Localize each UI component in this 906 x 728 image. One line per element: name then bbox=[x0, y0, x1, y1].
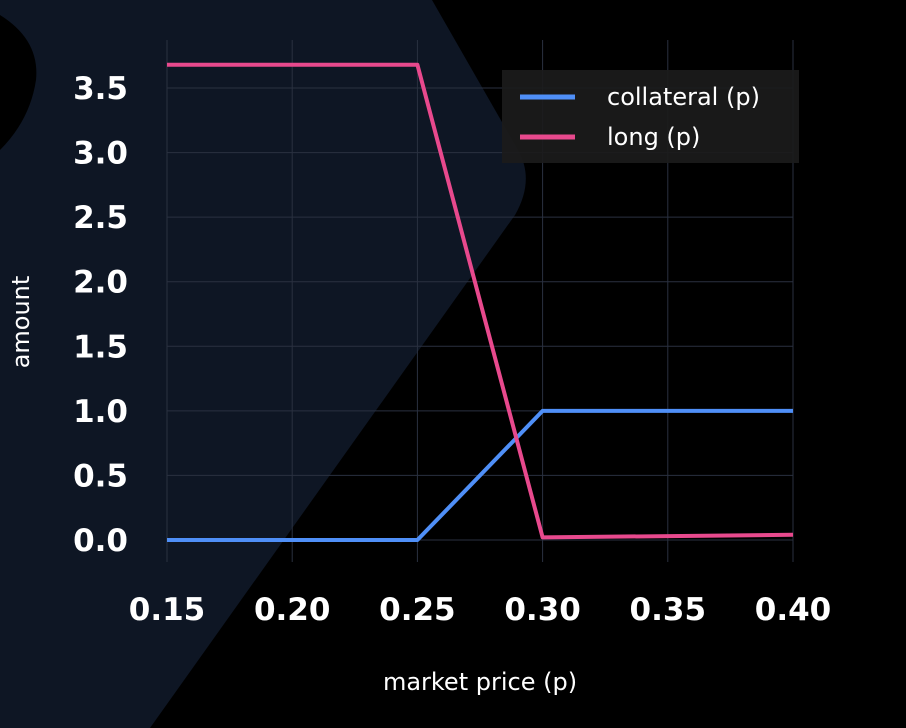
series-lines bbox=[167, 62, 794, 542]
y-tick-label: 0.0 bbox=[73, 523, 128, 559]
legend-label: long (p) bbox=[607, 123, 700, 151]
x-tick-label: 0.25 bbox=[379, 592, 456, 628]
legend-box bbox=[502, 70, 799, 163]
y-tick-label: 2.5 bbox=[73, 200, 128, 236]
y-tick-label: 1.5 bbox=[73, 329, 128, 365]
series-line-1 bbox=[167, 62, 794, 540]
y-tick-label: 1.0 bbox=[73, 394, 128, 430]
x-tick-label: 0.20 bbox=[254, 592, 331, 628]
y-tick-label: 3.0 bbox=[73, 136, 128, 172]
x-tick-label: 0.30 bbox=[504, 592, 581, 628]
y-axis-label: amount bbox=[7, 276, 35, 369]
x-axis-ticks: 0.15 0.20 0.25 0.30 0.35 0.40 bbox=[129, 592, 832, 628]
legend: collateral (p) long (p) bbox=[502, 70, 799, 163]
legend-label: collateral (p) bbox=[607, 83, 760, 111]
background-panel bbox=[0, 0, 526, 728]
series-line-0 bbox=[167, 408, 793, 542]
background-cutout bbox=[0, 15, 37, 150]
x-tick-label: 0.40 bbox=[755, 592, 832, 628]
x-axis-label: market price (p) bbox=[383, 668, 577, 696]
y-axis-ticks: 0.0 0.5 1.0 1.5 2.0 2.5 3.0 3.5 bbox=[73, 71, 128, 559]
x-tick-label: 0.35 bbox=[630, 592, 707, 628]
x-tick-label: 0.15 bbox=[129, 592, 206, 628]
y-tick-label: 3.5 bbox=[73, 71, 128, 107]
grid-lines bbox=[166, 40, 794, 562]
y-tick-label: 2.0 bbox=[73, 265, 128, 301]
y-tick-label: 0.5 bbox=[73, 458, 128, 494]
